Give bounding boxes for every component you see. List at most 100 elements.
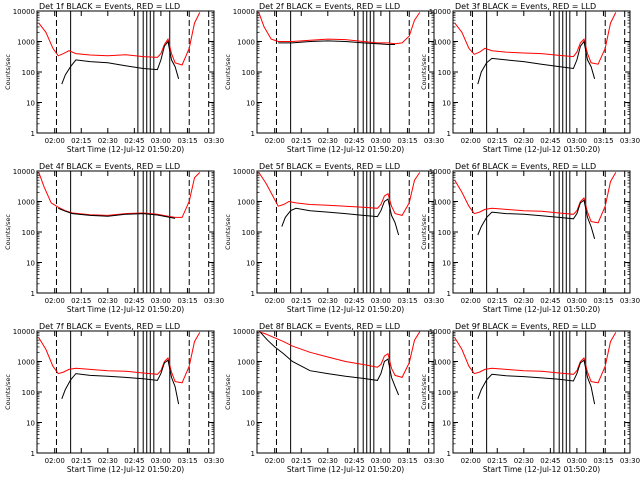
- y-tick-label: 1: [447, 130, 451, 138]
- y-tick-label: 1: [251, 290, 255, 298]
- plot-frame: [256, 330, 435, 454]
- x-axis-label: Start Time (12-Jul-12 01:50:20): [287, 465, 404, 474]
- series-line-red: [258, 172, 421, 216]
- panel-det-8: Det 8f BLACK = Events, RED = LLD 1 10 100 10…: [224, 322, 444, 474]
- series-line-black: [61, 359, 180, 405]
- y-axis-label: Counts/sec: [224, 374, 232, 410]
- x-tick-label: 03:00: [567, 457, 587, 465]
- panel-title: Det 5f BLACK = Events, RED = LLD: [259, 162, 400, 171]
- x-tick-label: 02:30: [514, 297, 534, 305]
- y-tick-label: 100: [242, 229, 255, 237]
- x-tick-label: 02:45: [344, 297, 364, 305]
- y-tick-label: 10000: [13, 8, 35, 16]
- y-tick-label: 10000: [429, 328, 451, 336]
- series-line-black: [260, 332, 400, 396]
- panel-det-7: Det 7f BLACK = Events, RED = LLD 1 10 100 10…: [4, 322, 224, 474]
- y-axis-label: Counts/sec: [224, 54, 232, 90]
- x-tick-label: 02:00: [461, 137, 481, 145]
- x-axis-label: Start Time (12-Jul-12 01:50:20): [287, 305, 404, 314]
- y-tick-label: 1: [31, 130, 35, 138]
- panel-title: Det 2f BLACK = Events, RED = LLD: [259, 2, 400, 11]
- series-line-black: [278, 40, 396, 45]
- plot-frame: [36, 10, 215, 134]
- y-tick-label: 100: [22, 69, 35, 77]
- x-tick-label: 02:15: [487, 297, 507, 305]
- series-line-red: [454, 172, 617, 224]
- series-line-red: [454, 332, 617, 384]
- panel-det-1: Det 1f BLACK = Events, RED = LLD 1 10 100 10…: [4, 2, 224, 154]
- x-tick-label: 02:15: [71, 137, 91, 145]
- plot-frame: [256, 170, 435, 294]
- x-tick-label: 02:30: [98, 457, 118, 465]
- x-tick-label: 02:15: [291, 137, 311, 145]
- series-line-red: [38, 172, 201, 218]
- y-tick-label: 100: [438, 69, 451, 77]
- y-tick-label: 1000: [237, 39, 255, 47]
- series-line-black: [477, 40, 596, 85]
- y-tick-label: 10: [26, 420, 35, 428]
- series-line-red: [38, 12, 201, 66]
- panel-title: Det 9f BLACK = Events, RED = LLD: [455, 322, 596, 331]
- series-line-black: [61, 40, 180, 85]
- panel-det-5: Det 5f BLACK = Events, RED = LLD 1 10 100 10…: [224, 162, 444, 314]
- x-tick-label: 02:30: [98, 137, 118, 145]
- y-tick-label: 100: [242, 69, 255, 77]
- x-tick-label: 03:00: [567, 137, 587, 145]
- x-axis-label: Start Time (12-Jul-12 01:50:20): [67, 465, 184, 474]
- x-tick-label: 03:30: [204, 297, 224, 305]
- panel-det-3: Det 3f BLACK = Events, RED = LLD 1 10 100 10…: [420, 2, 640, 154]
- y-tick-label: 10: [442, 420, 451, 428]
- x-tick-label: 02:45: [124, 457, 144, 465]
- y-tick-label: 100: [242, 389, 255, 397]
- y-tick-label: 1: [251, 450, 255, 458]
- x-axis-label: Start Time (12-Jul-12 01:50:20): [483, 305, 600, 314]
- x-tick-label: 03:00: [151, 137, 171, 145]
- x-tick-label: 02:45: [540, 457, 560, 465]
- panel-det-2: Det 2f BLACK = Events, RED = LLD 1 10 100 10…: [224, 2, 444, 154]
- plot-frame: [452, 10, 631, 134]
- x-tick-label: 03:00: [371, 297, 391, 305]
- x-tick-label: 03:15: [177, 297, 197, 305]
- x-tick-label: 02:00: [461, 297, 481, 305]
- y-axis-label: Counts/sec: [420, 214, 428, 250]
- x-tick-label: 02:15: [291, 297, 311, 305]
- plot-frame: [36, 170, 215, 294]
- y-tick-label: 10: [442, 260, 451, 268]
- series-line-black: [477, 359, 596, 405]
- x-tick-label: 02:30: [318, 457, 338, 465]
- y-axis-label: Counts/sec: [420, 54, 428, 90]
- series-line-black: [281, 198, 400, 236]
- y-tick-label: 100: [22, 229, 35, 237]
- x-tick-label: 02:45: [344, 457, 364, 465]
- x-tick-label: 03:30: [424, 457, 444, 465]
- x-tick-label: 02:45: [124, 137, 144, 145]
- y-tick-label: 10: [26, 100, 35, 108]
- series-line-red: [258, 12, 421, 45]
- x-axis-label: Start Time (12-Jul-12 01:50:20): [287, 145, 404, 154]
- panel-title: Det 3f BLACK = Events, RED = LLD: [455, 2, 596, 11]
- y-tick-label: 100: [438, 229, 451, 237]
- y-tick-label: 100: [438, 389, 451, 397]
- panel-det-6: Det 6f BLACK = Events, RED = LLD 1 10 100 10…: [420, 162, 640, 314]
- y-tick-label: 10000: [233, 8, 255, 16]
- x-axis-label: Start Time (12-Jul-12 01:50:20): [67, 305, 184, 314]
- x-tick-label: 03:00: [371, 137, 391, 145]
- y-tick-label: 10: [26, 260, 35, 268]
- x-tick-label: 03:15: [177, 457, 197, 465]
- y-axis-label: Counts/sec: [4, 214, 12, 250]
- y-tick-label: 10000: [233, 328, 255, 336]
- y-tick-label: 1: [31, 450, 35, 458]
- plot-frame: [452, 330, 631, 454]
- x-tick-label: 02:00: [265, 297, 285, 305]
- y-tick-label: 10: [246, 100, 255, 108]
- y-tick-label: 1000: [237, 199, 255, 207]
- x-tick-label: 02:15: [71, 297, 91, 305]
- panel-title: Det 6f BLACK = Events, RED = LLD: [455, 162, 596, 171]
- x-tick-label: 03:15: [397, 457, 417, 465]
- y-tick-label: 10000: [233, 168, 255, 176]
- x-tick-label: 03:15: [177, 137, 197, 145]
- x-axis-label: Start Time (12-Jul-12 01:50:20): [67, 145, 184, 154]
- x-tick-label: 03:00: [151, 457, 171, 465]
- x-tick-label: 03:30: [424, 137, 444, 145]
